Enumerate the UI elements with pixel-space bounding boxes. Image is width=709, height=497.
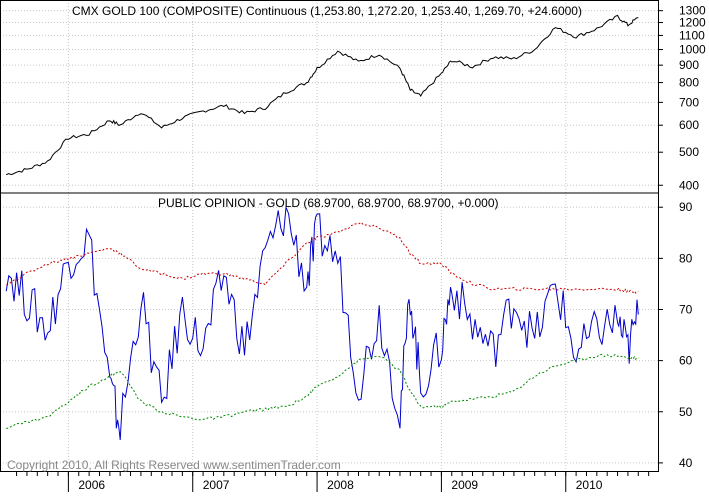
x-tick-label: 2010 xyxy=(576,478,603,492)
y-tick-label: 400 xyxy=(679,178,699,192)
public-opinion-line xyxy=(5,207,639,441)
y-tick-label: 80 xyxy=(679,251,693,265)
text-layer: CMX GOLD 100 (COMPOSITE) Continuous (1,2… xyxy=(7,4,582,472)
gold-price-line xyxy=(6,14,639,176)
x-tick-label: 2008 xyxy=(327,478,354,492)
y-tick-label: 500 xyxy=(679,145,699,159)
y-tick-label: 1000 xyxy=(679,43,706,57)
plot-frame xyxy=(0,0,659,472)
x-tick-label: 2009 xyxy=(451,478,478,492)
y-tick-label: 600 xyxy=(679,118,699,132)
y-tick-label: 1300 xyxy=(679,4,706,18)
data-layer xyxy=(5,14,639,441)
y-tick-label: 90 xyxy=(679,200,693,214)
y-tick-label: 60 xyxy=(679,354,693,368)
y-tick-label: 700 xyxy=(679,95,699,109)
x-tick-label: 2007 xyxy=(203,478,230,492)
top-chart-title: CMX GOLD 100 (COMPOSITE) Continuous (1,2… xyxy=(72,4,582,18)
y-tick-label: 800 xyxy=(679,76,699,90)
frame-layer xyxy=(0,0,659,472)
copyright-text: Copyright 2010, All Rights Reserved www.… xyxy=(7,458,341,472)
axes-layer: 2006 2007 2008 2009 2010 400 500 600 700 800 90010… xyxy=(16,4,706,492)
y-tick-label: 70 xyxy=(679,302,693,316)
grid-layer xyxy=(0,0,659,472)
bottom-chart-title: PUBLIC OPINION - GOLD (68.9700, 68.9700,… xyxy=(158,196,499,210)
x-tick-label: 2006 xyxy=(78,478,105,492)
upper-band-line xyxy=(6,221,639,294)
y-tick-label: 50 xyxy=(679,405,693,419)
y-tick-label: 40 xyxy=(679,456,693,470)
lower-band-line xyxy=(6,353,639,429)
y-tick-label: 1100 xyxy=(679,28,705,42)
y-tick-label: 900 xyxy=(679,58,699,72)
y-tick-label: 1200 xyxy=(679,16,706,30)
